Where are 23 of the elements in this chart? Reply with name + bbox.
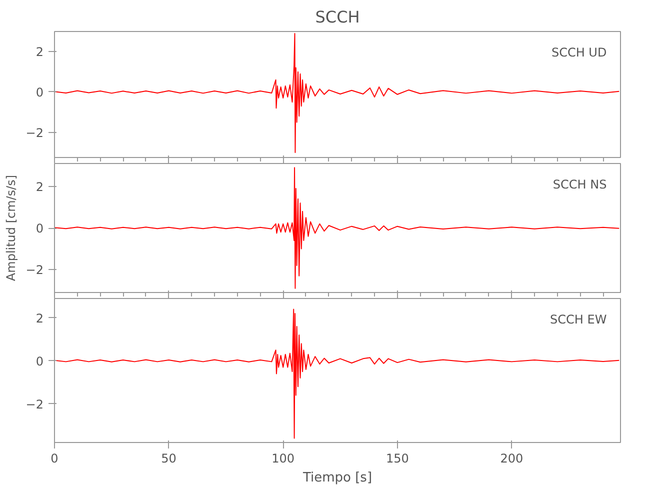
y-tick-label: 2 <box>36 180 44 194</box>
x-tick-label: 100 <box>272 452 295 466</box>
y-axis-title: Amplitud [cm/s/s] <box>4 174 18 282</box>
y-tick-label: 2 <box>36 311 44 326</box>
y-tick-label: −2 <box>26 397 44 412</box>
line-series <box>54 167 620 289</box>
y-tick-label: 0 <box>36 85 44 100</box>
y-tick-label: −2 <box>26 263 44 278</box>
y-tick-label: −2 <box>26 126 44 140</box>
y-tick-label: 0 <box>36 354 44 368</box>
chart-title: SCCH <box>315 8 360 26</box>
line-series <box>54 308 620 439</box>
annotation: SCCH EW <box>550 312 607 326</box>
x-tick-label: 0 <box>50 452 58 466</box>
x-tick-label: 150 <box>386 452 409 466</box>
y-tick-label: 0 <box>36 222 44 236</box>
y-tick-label: 2 <box>36 45 44 60</box>
line-series <box>54 33 620 153</box>
annotation: SCCH UD <box>551 46 607 60</box>
x-axis-title: Tiempo [s] <box>302 470 372 486</box>
annotation: SCCH NS <box>552 178 607 192</box>
x-tick-label: 200 <box>500 452 524 466</box>
x-tick-label: 50 <box>161 452 176 466</box>
